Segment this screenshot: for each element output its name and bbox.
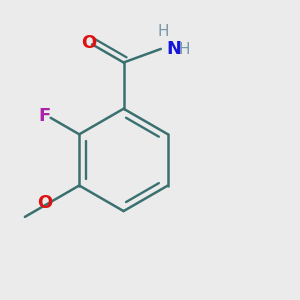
Text: O: O	[37, 194, 52, 212]
Text: H: H	[158, 24, 169, 39]
Text: H: H	[178, 42, 190, 57]
Text: N: N	[167, 40, 182, 58]
Text: O: O	[81, 34, 96, 52]
Text: F: F	[39, 107, 51, 125]
